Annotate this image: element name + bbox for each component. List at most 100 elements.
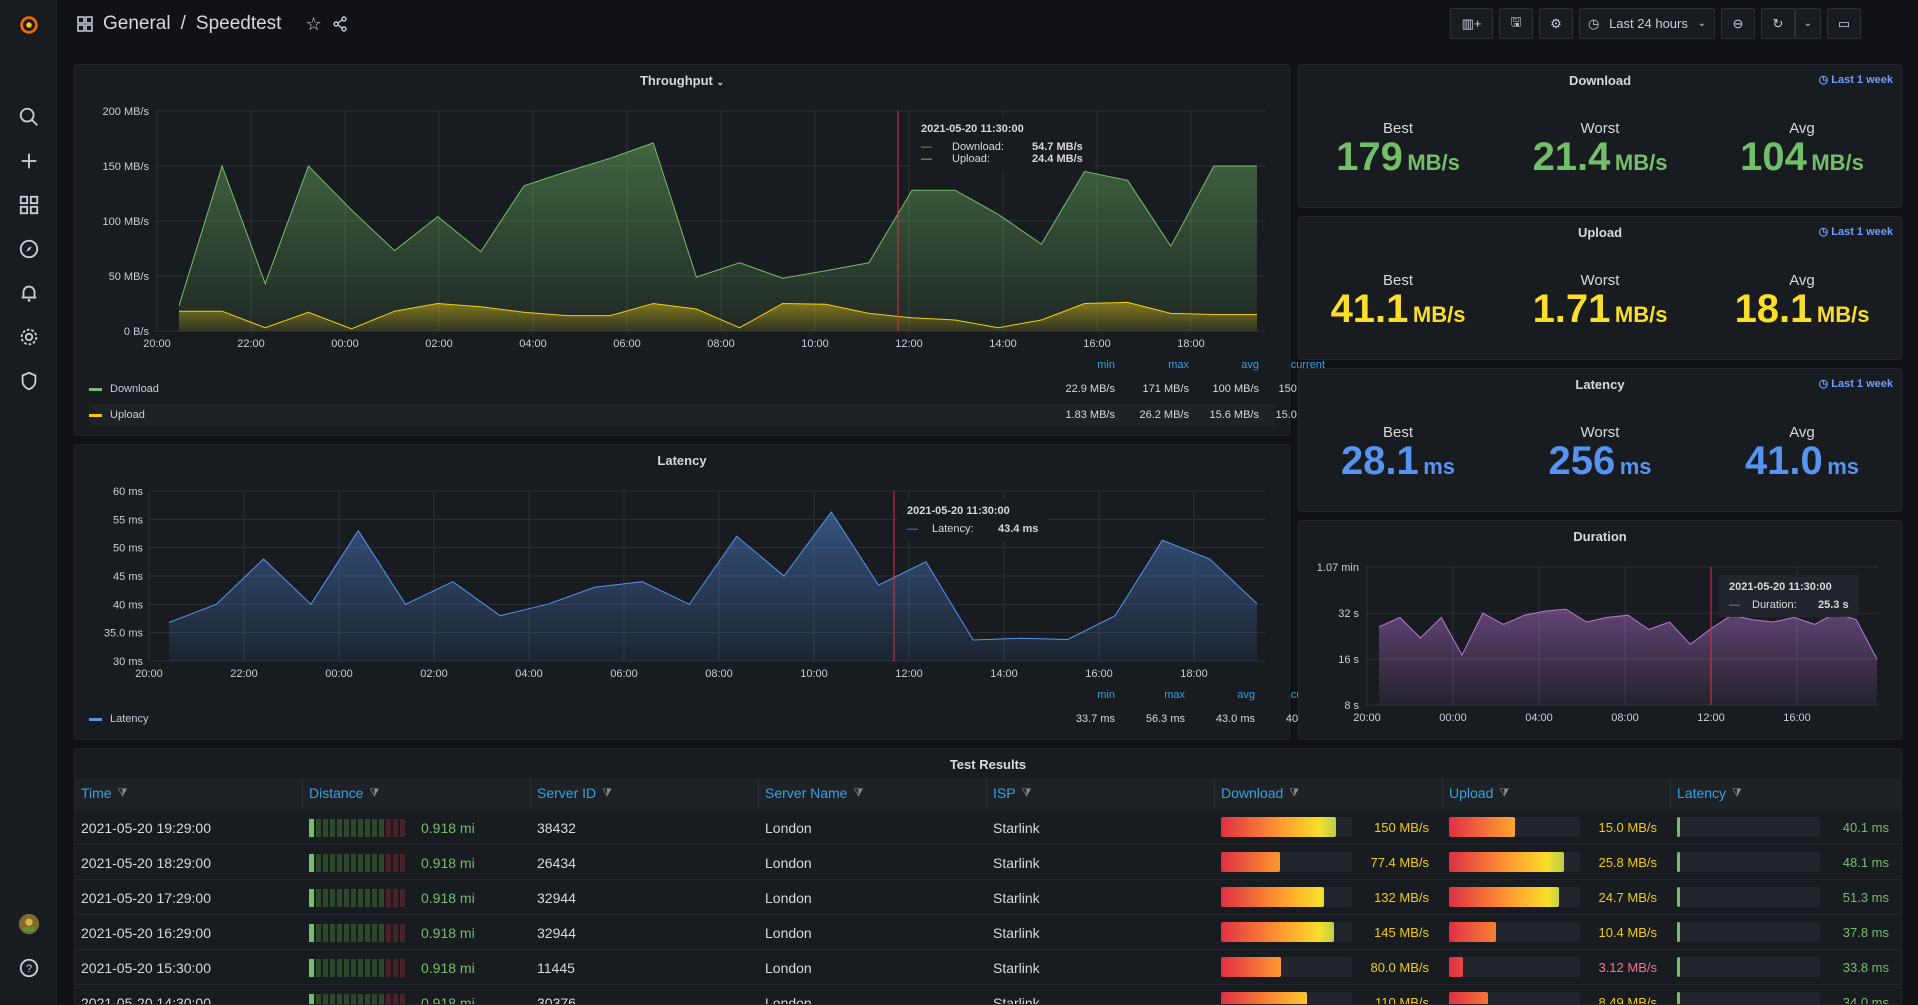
x-tick-label: 04:00 (515, 668, 543, 680)
latency-chart[interactable]: 60 ms 55 ms 50 ms 45 ms 40 ms 35.0 ms 30 ms20:… (75, 445, 1291, 685)
table-row[interactable]: 2021-05-20 19:29:00 0.918 mi 38432 London St… (75, 809, 1901, 844)
filter-icon[interactable]: ⧩ (369, 786, 380, 799)
y-tick-label: 60 ms (113, 486, 143, 498)
time-override-link[interactable]: ◷ Last 1 week (1819, 377, 1893, 390)
column-header-server-name[interactable]: Server Name ⧩ (759, 778, 987, 808)
legend-item-latency[interactable]: Latency (89, 708, 1275, 730)
stat-panel-title[interactable]: Upload (1577, 225, 1623, 240)
zoom-out-button[interactable]: ⊖ (1721, 8, 1755, 39)
dashboards-icon[interactable] (16, 192, 42, 218)
column-header-latency[interactable]: Latency ⧩ (1671, 778, 1901, 808)
filter-icon[interactable]: ⧩ (1021, 786, 1032, 799)
download-bar-fill (1221, 922, 1334, 942)
time-override-link[interactable]: ◷ Last 1 week (1819, 225, 1893, 238)
y-tick-label: 200 MB/s (103, 106, 150, 118)
tv-mode-button[interactable]: ▭ (1827, 8, 1861, 39)
filter-icon[interactable]: ⧩ (1499, 786, 1510, 799)
legend-header-max[interactable]: max (1164, 689, 1185, 701)
throughput-title[interactable]: Throughput ⌄ (639, 73, 725, 88)
x-tick-label: 20:00 (143, 338, 171, 350)
table-row[interactable]: 2021-05-20 15:30:00 0.918 mi 11445 London St… (75, 949, 1901, 984)
duration-title[interactable]: Duration (1573, 529, 1627, 544)
distance-value: 0.918 mi (421, 889, 475, 906)
table-row[interactable]: 2021-05-20 16:29:00 0.918 mi 32944 London St… (75, 914, 1901, 949)
legend-header-min[interactable]: min (1097, 689, 1115, 701)
share-icon[interactable] (332, 16, 348, 32)
y-tick-label: 1.07 min (1317, 562, 1359, 574)
column-header-upload[interactable]: Upload ⧩ (1443, 778, 1671, 808)
series-line-latency[interactable] (168, 511, 1258, 641)
plus-icon[interactable] (16, 148, 42, 174)
time-override-link[interactable]: ◷ Last 1 week (1819, 73, 1893, 86)
gauge-led (337, 958, 342, 977)
help-icon[interactable]: ? (16, 955, 42, 981)
legend-avg: 43.0 ms (1215, 713, 1255, 725)
latency-chart-title[interactable]: Latency (657, 453, 707, 468)
upload-value: 3.12 MB/s (1598, 960, 1657, 975)
save-dashboard-button[interactable]: 🖫 (1499, 8, 1533, 39)
x-tick-label: 14:00 (989, 338, 1017, 350)
cell-server-id: 38432 (537, 819, 576, 836)
refresh-interval-button[interactable]: ⌄ (1795, 8, 1821, 39)
series-line-download[interactable] (178, 142, 1257, 306)
x-tick-label: 16:00 (1083, 338, 1111, 350)
legend-item-download[interactable]: Download (89, 378, 1275, 400)
add-panel-button[interactable]: ▥+ (1450, 8, 1493, 39)
column-header-distance[interactable]: Distance ⧩ (303, 778, 531, 808)
column-header-download[interactable]: Download ⧩ (1215, 778, 1443, 808)
dashboard-settings-button[interactable]: ⚙ (1539, 8, 1573, 39)
legend-item-upload[interactable]: Upload (89, 404, 1275, 426)
stat-panel-title[interactable]: Download (1568, 73, 1632, 88)
stat-panel-title[interactable]: Latency (1575, 377, 1625, 392)
breadcrumb-dashboard[interactable]: Speedtest (195, 13, 282, 34)
filter-icon[interactable]: ⧩ (853, 786, 864, 799)
distance-gauge (309, 958, 407, 977)
time-range-picker[interactable]: ◷ Last 24 hours ⌄ (1579, 8, 1715, 39)
series-line-upload[interactable] (179, 301, 1257, 330)
cell-download: 80.0 MB/s (1215, 950, 1443, 985)
table-row[interactable]: 2021-05-20 17:29:00 0.918 mi 32944 London St… (75, 879, 1901, 914)
configuration-gear-icon[interactable] (16, 324, 42, 350)
stat-label: Avg (1789, 424, 1815, 441)
cell-latency: 51.3 ms (1671, 880, 1901, 915)
legend-header-min[interactable]: min (1097, 359, 1115, 371)
gauge-led (365, 853, 370, 872)
throughput-chart[interactable]: 200 MB/s 150 MB/s 100 MB/s 50 MB/s 0 B/s20:0… (75, 65, 1291, 365)
upload-value: 10.4 MB/s (1598, 925, 1657, 940)
y-tick-label: 55 ms (113, 514, 143, 526)
test-results-title[interactable]: Test Results (949, 757, 1027, 772)
alerting-bell-icon[interactable] (16, 280, 42, 306)
series-line-duration[interactable] (1378, 608, 1878, 660)
y-tick-label: 35.0 ms (104, 628, 144, 640)
legend-header-max[interactable]: max (1168, 359, 1189, 371)
search-icon[interactable] (16, 104, 42, 130)
gauge-led (393, 958, 398, 977)
duration-chart[interactable]: 1.07 min 32 s 16 s 8 s20:00 00:00 04:00 08:00 1… (1299, 521, 1903, 741)
breadcrumb-folder[interactable]: General (103, 13, 171, 34)
column-header-isp[interactable]: ISP ⧩ (987, 778, 1215, 808)
filter-icon[interactable]: ⧩ (1289, 786, 1300, 799)
server-admin-shield-icon[interactable] (16, 368, 42, 394)
explore-compass-icon[interactable] (16, 236, 42, 262)
filter-icon[interactable]: ⧩ (602, 786, 612, 799)
filter-icon[interactable]: ⧩ (1732, 786, 1742, 799)
gauge-led (344, 993, 349, 1004)
refresh-button[interactable]: ↻ (1761, 8, 1795, 39)
x-tick-label: 14:00 (990, 668, 1018, 680)
filter-icon[interactable]: ⧩ (117, 786, 128, 799)
stat-unit: ms (1827, 454, 1860, 479)
user-avatar[interactable] (16, 911, 42, 937)
grafana-logo-icon[interactable] (16, 12, 42, 38)
gauge-led (358, 958, 363, 977)
column-header-server-id[interactable]: Server ID ⧩ (531, 778, 759, 808)
table-row[interactable]: 2021-05-20 14:30:00 0.918 mi 30376 London St… (75, 984, 1901, 1004)
gauge-led (372, 818, 377, 837)
time-range-label: Last 24 hours (1609, 16, 1688, 31)
distance-gauge (309, 818, 407, 837)
legend-header-avg[interactable]: avg (1237, 689, 1255, 701)
table-row[interactable]: 2021-05-20 18:29:00 0.918 mi 26434 London St… (75, 844, 1901, 879)
star-icon[interactable]: ☆ (305, 13, 322, 34)
column-header-time[interactable]: Time ⧩ (75, 778, 303, 808)
upload-bar-track (1449, 957, 1580, 977)
legend-header-avg[interactable]: avg (1241, 359, 1259, 371)
